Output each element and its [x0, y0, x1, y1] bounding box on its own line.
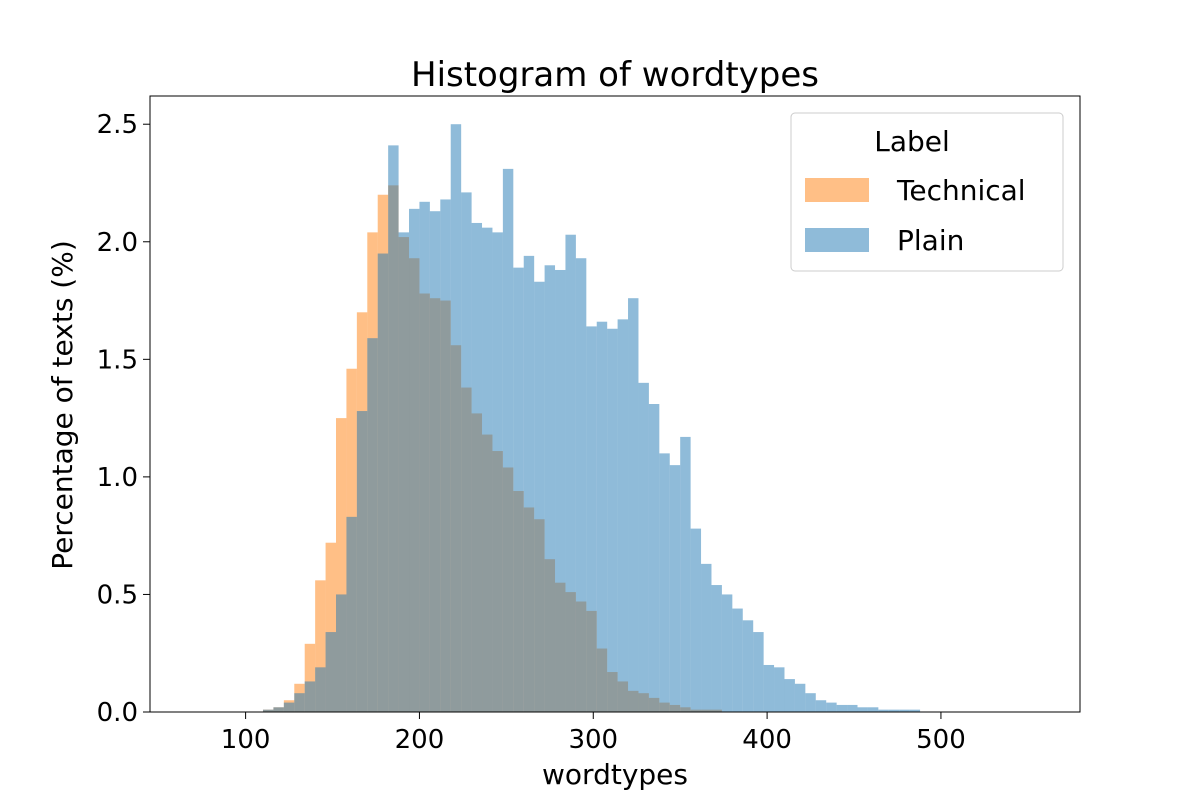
bar-plain	[461, 192, 472, 712]
legend: Label Technical Plain	[790, 112, 1064, 272]
y-tick-label: 0.5	[97, 580, 138, 610]
axes-layer: 100 200 300 400 500 0.0 0.5 1.0 1.5 2.0 2.5	[97, 110, 966, 755]
bar-plain	[336, 594, 347, 712]
bar-plain	[711, 585, 722, 712]
bar-plain	[607, 328, 618, 712]
x-tick-label: 400	[742, 725, 792, 755]
bar-plain	[565, 234, 576, 712]
bar-plain	[596, 321, 608, 712]
bar-plain	[617, 319, 629, 712]
bar-plain	[440, 199, 451, 712]
bar-plain	[429, 211, 441, 712]
y-tick-label: 0.0	[97, 698, 138, 728]
legend-label-plain: Plain	[897, 224, 964, 257]
bar-plain	[523, 255, 535, 712]
bar-plain	[826, 702, 837, 712]
bar-plain	[346, 516, 357, 712]
bar-plain	[659, 453, 670, 712]
y-tick-label: 1.0	[97, 463, 138, 493]
bar-plain	[784, 679, 795, 712]
bar-plain	[815, 700, 827, 712]
bar-plain	[409, 208, 420, 712]
bar-plain	[742, 620, 754, 712]
bar-plain	[774, 667, 785, 712]
bar-plain	[262, 709, 274, 712]
bar-plain	[805, 693, 816, 712]
bar-plain	[680, 436, 691, 712]
bar-technical	[304, 643, 316, 712]
bar-plain	[732, 608, 743, 712]
bar-plain	[377, 253, 389, 712]
bar-plain	[534, 281, 545, 712]
y-tick-label: 1.5	[97, 345, 138, 375]
x-tick-label: 300	[568, 725, 618, 755]
y-tick-label: 2.5	[97, 110, 138, 140]
bar-plain	[304, 681, 316, 712]
bar-plain	[836, 704, 848, 712]
plot-frame	[149, 95, 1081, 713]
bar-plain	[367, 338, 378, 712]
bar-plain	[419, 201, 430, 713]
bar-plain	[471, 222, 483, 712]
bar-plain	[450, 124, 462, 712]
legend-swatch-plain	[805, 228, 869, 252]
bar-plain	[909, 709, 921, 712]
bar-plain	[502, 168, 514, 712]
x-tick-label: 200	[395, 725, 445, 755]
bar-plain	[763, 664, 775, 712]
bar-plain	[398, 232, 410, 713]
bar-plain	[273, 707, 284, 712]
bar-plain	[721, 594, 733, 712]
bar-plain	[628, 298, 639, 712]
bar-plain	[878, 709, 889, 712]
bar-plain	[847, 704, 858, 712]
y-tick-label: 2.0	[97, 228, 138, 258]
bar-plain	[867, 707, 879, 712]
x-tick-label: 100	[221, 725, 271, 755]
bar-plain	[794, 683, 806, 712]
bar-plain	[701, 563, 712, 712]
bar-plain	[888, 709, 900, 712]
y-axis-title: Percentage of texts (%)	[46, 240, 79, 570]
bar-plain	[857, 707, 868, 712]
x-axis-title: wordtypes	[542, 758, 688, 791]
bar-plain	[482, 227, 493, 712]
bar-plain	[555, 269, 566, 712]
bar-plain	[492, 232, 503, 713]
bar-plain	[575, 258, 587, 712]
bar-plain	[315, 667, 326, 712]
chart-title: Histogram of wordtypes	[411, 55, 819, 95]
bar-plain	[899, 709, 910, 712]
legend-title: Label	[874, 125, 950, 158]
bar-plain	[513, 267, 524, 712]
bar-plain	[294, 693, 305, 712]
bar-technical	[336, 418, 347, 712]
bar-plain	[648, 404, 660, 712]
bar-plain	[690, 528, 702, 712]
bars-layer	[262, 124, 921, 713]
bar-plain	[638, 382, 649, 712]
bar-technical	[315, 580, 326, 712]
bar-plain	[283, 702, 295, 712]
legend-swatch-technical	[805, 178, 869, 202]
bar-plain	[544, 265, 556, 712]
x-tick-label: 500	[916, 725, 966, 755]
bar-plain	[325, 632, 336, 712]
bar-technical	[325, 542, 336, 712]
bar-plain	[669, 465, 681, 712]
bar-plain	[388, 145, 399, 713]
bar-plain	[586, 326, 597, 712]
legend-label-technical: Technical	[896, 174, 1026, 207]
bar-plain	[356, 411, 368, 712]
bar-plain	[753, 632, 764, 712]
